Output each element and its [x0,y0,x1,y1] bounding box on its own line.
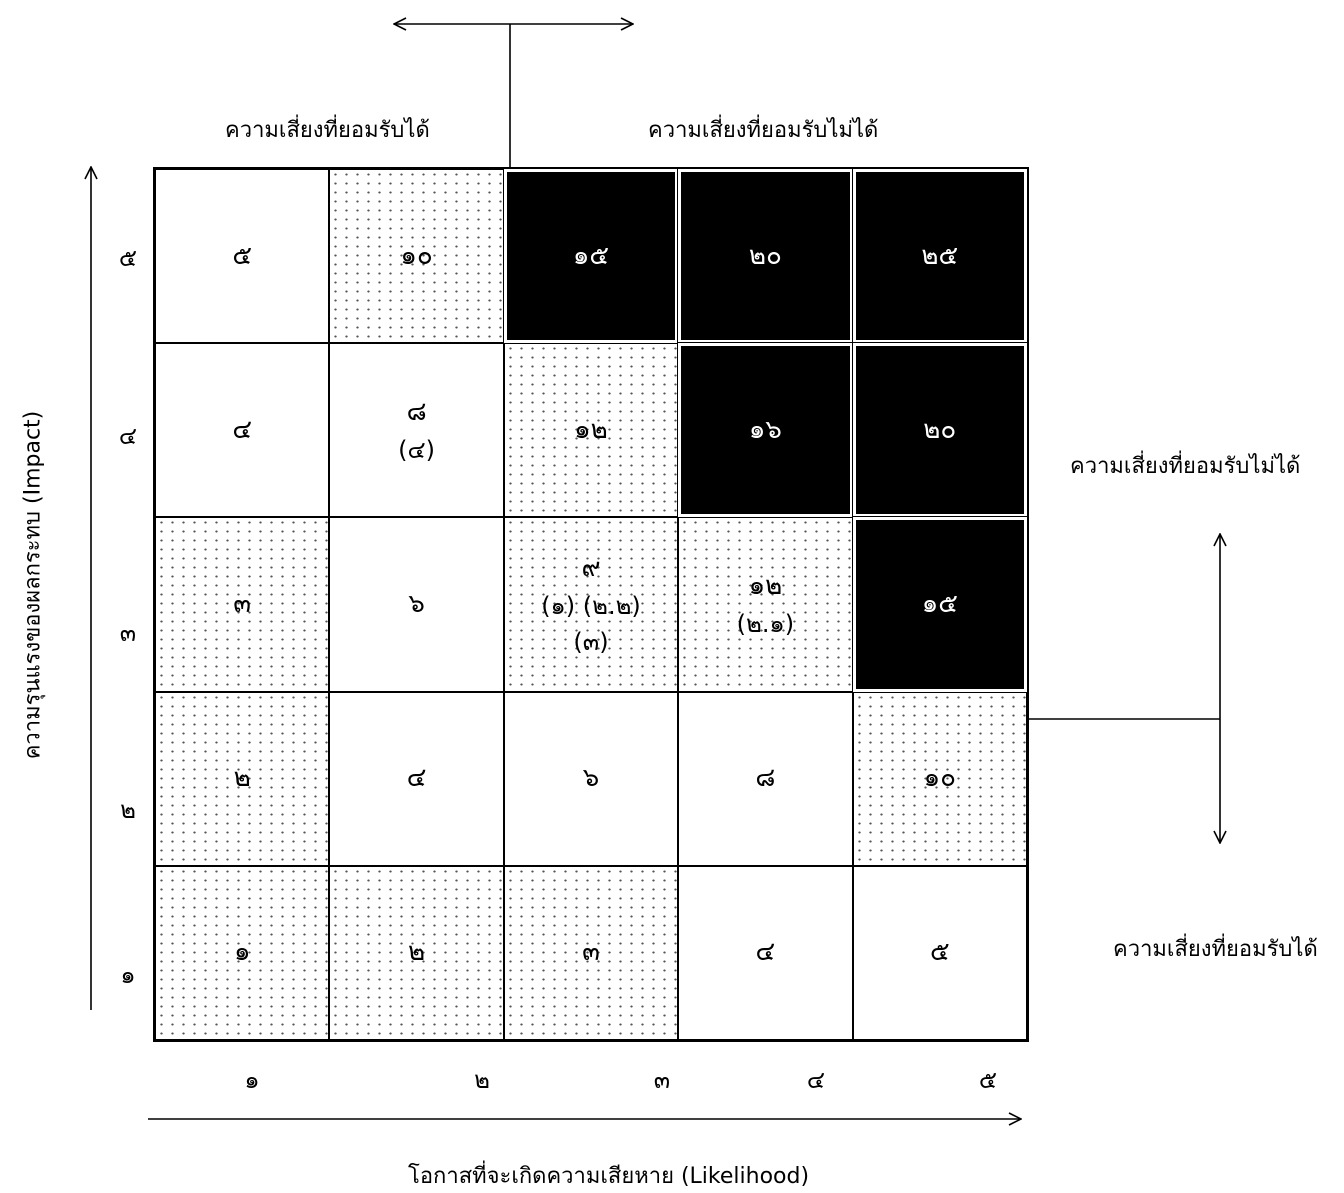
cell-reference: (๒.๑) [736,609,795,638]
cell-score: ๒๕ [921,240,959,271]
matrix-cell: ๑๐ [852,691,1027,866]
cell-score: ๔ [232,414,253,445]
col-label-2: ๒ [474,1066,490,1094]
cell-score: ๒๐ [923,414,957,445]
matrix-cell: ๒๕ [851,167,1028,345]
cell-score: ๕ [232,240,253,271]
cell-score: ๘ [755,763,776,794]
cell-score: ๒ [408,937,426,968]
cell-score: ๑๖ [748,414,782,445]
cell-score: ๙ [581,552,601,583]
cell-score: ๑๒ [574,414,608,445]
cell-score: ๔ [406,763,427,794]
row-label-3: ๓ [119,619,137,647]
col-label-3: ๓ [653,1066,671,1094]
matrix-cell: ๓ [503,865,679,1040]
cell-score: ๓ [582,937,600,968]
risk-matrix: ๕๑๐ ๑๕ ๒๐ ๒๕๔๘ (๔) ๑๒ ๑๖ ๒๐๓๖๙ (๑) (๒.๒) (๓) ๑๒ (๒.… [153,167,1029,1042]
cell-reference: (๑) (๒.๒) [541,591,641,620]
matrix-cell: ๑๕ [502,167,680,345]
matrix-cell: ๑๒ [503,343,679,518]
top-label-acceptable: ความเสี่ยงที่ยอมรับได้ [225,118,430,143]
matrix-cell: ๘ [678,691,853,866]
col-label-5: ๕ [978,1066,998,1094]
cell-score: ๑๕ [572,240,610,271]
cell-reference: (๔) [398,435,436,464]
matrix-cell: ๑๐ [329,169,504,344]
right-label-unacceptable: ความเสี่ยงที่ยอมรับไม่ได้ [1070,454,1301,479]
row-label-5: ๕ [118,244,138,272]
x-axis-label: โอกาสที่จะเกิดความเสียหาย (Likelihood) [408,1164,810,1189]
cell-score: ๖ [408,588,425,619]
matrix-cell: ๒๐ [677,167,854,345]
cell-score: ๒๐ [748,240,782,271]
matrix-cell: ๒ [155,691,330,866]
cell-reference: (๓) [573,627,609,656]
col-label-1: ๑ [244,1066,260,1094]
matrix-cell: ๖ [329,517,504,692]
matrix-cell: ๒๐ [851,342,1028,519]
matrix-cell: ๑๒ (๒.๑) [678,517,853,692]
cell-score: ๒ [233,763,251,794]
cell-score: ๕ [929,937,950,968]
matrix-cell: ๔ [678,865,853,1040]
cell-score: ๖ [582,763,600,794]
matrix-cell: ๙ (๑) (๒.๒) (๓) [503,517,679,692]
matrix-cell: ๓ [155,517,330,692]
cell-score: ๓ [233,588,252,619]
cell-score: ๘ [406,396,427,427]
matrix-cell: ๕ [852,865,1027,1040]
matrix-cell: ๘ (๔) [329,343,504,518]
matrix-cell: ๔ [155,343,330,518]
matrix-cell: ๖ [503,691,679,866]
cell-score: ๑๐ [400,240,433,271]
right-label-acceptable: ความเสี่ยงที่ยอมรับได้ [1113,937,1318,962]
cell-score: ๑๐ [923,763,956,794]
row-label-1: ๑ [120,961,136,989]
col-label-4: ๔ [806,1066,826,1094]
matrix-cell: ๑๕ [851,516,1028,693]
matrix-cell: ๔ [329,691,504,866]
row-label-4: ๔ [118,422,138,450]
matrix-cell: ๑๖ [677,342,854,519]
cell-score: ๑๕ [921,588,958,619]
matrix-cell: ๑ [155,865,330,1040]
top-label-unacceptable: ความเสี่ยงที่ยอมรับไม่ได้ [648,118,879,143]
cell-score: ๑ [233,937,251,968]
matrix-cell: ๒ [329,865,504,1040]
cell-score: ๑๒ [748,570,783,601]
y-axis-label: ความรุนแรงของผลกระทบ (Impact) [20,410,46,760]
matrix-cell: ๕ [155,169,330,344]
cell-score: ๔ [755,937,776,968]
row-label-2: ๒ [120,796,136,824]
